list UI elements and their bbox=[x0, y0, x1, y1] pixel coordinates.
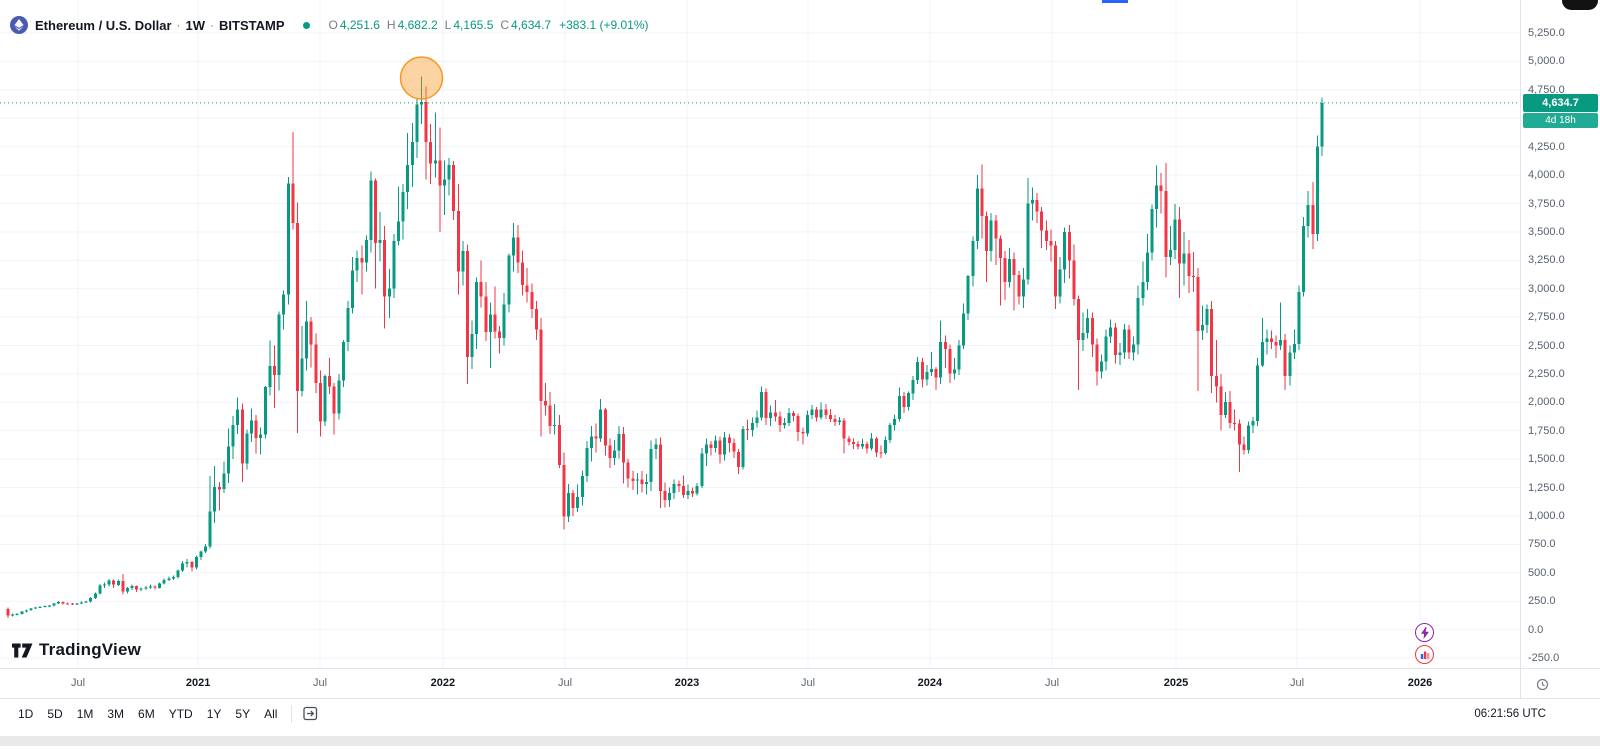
price-tick-label: 1,750.0 bbox=[1528, 424, 1565, 437]
time-axis[interactable]: Jul 2021 Jul 2022 Jul 2023 Jul 2024 Jul 2025 Jul 20… bbox=[0, 668, 1600, 699]
time-axis-label-jul: Jul bbox=[1289, 677, 1305, 689]
ohlc-readout: O 4,251.6 H 4,682.2 L 4,165.5 C 4,634.7 +383… bbox=[322, 18, 649, 32]
range-button-1d[interactable]: 1D bbox=[18, 706, 34, 721]
price-tick-label: 2,500.0 bbox=[1528, 339, 1565, 352]
utc-clock[interactable]: 06:21:56 UTC bbox=[1474, 707, 1546, 720]
bottom-scrollbar[interactable] bbox=[0, 736, 1600, 746]
time-axis-label-2024: 2024 bbox=[917, 677, 943, 689]
change-value: +383.1 (+9.01%) bbox=[559, 18, 649, 32]
time-axis-label-2021: 2021 bbox=[185, 677, 211, 689]
price-tick-label: 1,500.0 bbox=[1528, 453, 1565, 466]
bar-stats-icon bbox=[1420, 651, 1429, 659]
interval-label[interactable]: 1W bbox=[185, 17, 206, 33]
window-control-pill[interactable] bbox=[1562, 0, 1598, 10]
candlestick-chart[interactable] bbox=[0, 0, 1520, 668]
price-tick-label: 5,000.0 bbox=[1528, 55, 1565, 68]
time-axis-label-jul: Jul bbox=[800, 677, 816, 689]
open-label: O bbox=[328, 18, 338, 32]
range-button-group: 1D 5D 1M 3M 6M YTD 1Y 5Y All bbox=[12, 705, 283, 723]
time-axis-label-2026: 2026 bbox=[1407, 677, 1433, 689]
low-value: 4,165.5 bbox=[453, 18, 494, 32]
cropped-link-fragment bbox=[1102, 0, 1128, 3]
time-axis-label-jul: Jul bbox=[70, 677, 86, 689]
time-axis-label-2023: 2023 bbox=[674, 677, 700, 689]
price-tick-label: 3,000.0 bbox=[1528, 282, 1565, 295]
price-tick-label: -250.0 bbox=[1528, 652, 1560, 664]
price-tick-label: 750.0 bbox=[1528, 538, 1556, 551]
close-value: 4,634.7 bbox=[511, 18, 552, 32]
tradingview-mark-icon bbox=[12, 643, 33, 657]
open-value: 4,251.6 bbox=[339, 18, 380, 32]
price-tick-label: 3,750.0 bbox=[1528, 197, 1565, 210]
low-label: L bbox=[444, 18, 452, 32]
price-tick-label: 4,000.0 bbox=[1528, 169, 1565, 181]
time-axis-label-jul: Jul bbox=[312, 677, 328, 689]
time-axis-label-jul: Jul bbox=[1044, 677, 1060, 689]
lightning-icon bbox=[1420, 626, 1429, 639]
range-button-all[interactable]: All bbox=[264, 706, 278, 721]
exchange-label[interactable]: BITSTAMP bbox=[219, 17, 285, 33]
high-value: 4,682.2 bbox=[397, 18, 438, 32]
price-tick-label: 0.0 bbox=[1528, 623, 1544, 636]
range-button-3m[interactable]: 3M bbox=[107, 706, 125, 721]
price-tick-label: 1,250.0 bbox=[1528, 481, 1565, 494]
price-tick-label: 2,000.0 bbox=[1528, 396, 1565, 409]
ethereum-logo-icon[interactable] bbox=[10, 16, 28, 34]
go-to-date-icon bbox=[303, 706, 318, 721]
timezone-corner-button[interactable] bbox=[1520, 669, 1600, 699]
time-axis-label-jul: Jul bbox=[557, 677, 573, 689]
range-button-1m[interactable]: 1M bbox=[76, 706, 94, 721]
bar-countdown-badge: 4d 18h bbox=[1523, 112, 1598, 128]
ath-circle-annotation[interactable] bbox=[399, 56, 444, 100]
price-tick-label: 4,250.0 bbox=[1528, 140, 1565, 153]
clock-icon bbox=[1536, 678, 1549, 690]
toolbar-divider bbox=[291, 704, 293, 723]
bar-countdown-value: 4d 18h bbox=[1545, 114, 1576, 126]
price-tick-label: 4,750.0 bbox=[1528, 83, 1565, 96]
high-label: H bbox=[386, 18, 396, 32]
current-price-value: 4,634.7 bbox=[1542, 96, 1579, 109]
price-tick-label: 250.0 bbox=[1528, 595, 1556, 608]
price-tick-label: 1,000.0 bbox=[1528, 510, 1565, 522]
time-axis-label-2025: 2025 bbox=[1163, 677, 1189, 689]
eth-diamond-glyph bbox=[14, 19, 24, 31]
tradingview-logo[interactable]: TradingView bbox=[12, 640, 141, 660]
time-axis-label-2022: 2022 bbox=[430, 677, 456, 689]
chart-pane[interactable]: Ethereum / U.S. Dollar · 1W · BITSTAMP O… bbox=[0, 0, 1520, 668]
close-label: C bbox=[500, 18, 510, 32]
range-button-6m[interactable]: 6M bbox=[138, 706, 155, 721]
go-to-date-button[interactable] bbox=[300, 703, 321, 724]
symbol-title[interactable]: Ethereum / U.S. Dollar bbox=[35, 17, 172, 33]
separator: · bbox=[210, 18, 215, 32]
flash-ideas-button[interactable] bbox=[1415, 623, 1434, 642]
price-tick-label: 500.0 bbox=[1528, 566, 1556, 579]
price-tick-label: 5,250.0 bbox=[1528, 27, 1565, 39]
price-tick-label: 2,750.0 bbox=[1528, 311, 1565, 324]
symbol-legend: Ethereum / U.S. Dollar · 1W · BITSTAMP O… bbox=[10, 15, 649, 35]
price-axis[interactable]: 5,250.05,000.04,750.04,500.04,250.04,000… bbox=[1520, 0, 1600, 668]
market-status-dot[interactable] bbox=[302, 21, 310, 29]
price-tick-label: 3,500.0 bbox=[1528, 225, 1565, 238]
bottom-toolbar: 1D 5D 1M 3M 6M YTD 1Y 5Y All 06:21:56 UTC bbox=[0, 698, 1600, 728]
range-button-5y[interactable]: 5Y bbox=[235, 706, 251, 721]
current-price-badge: 4,634.7 bbox=[1523, 93, 1598, 112]
separator: · bbox=[176, 18, 181, 32]
range-button-5d[interactable]: 5D bbox=[47, 706, 63, 721]
price-tick-label: 2,250.0 bbox=[1528, 367, 1565, 380]
range-button-ytd[interactable]: YTD bbox=[168, 706, 193, 721]
stats-button[interactable] bbox=[1415, 645, 1434, 664]
floating-icon-stack bbox=[1415, 623, 1434, 664]
tradingview-logo-text: TradingView bbox=[39, 640, 142, 659]
price-tick-label: 3,250.0 bbox=[1528, 254, 1565, 267]
range-button-1y[interactable]: 1Y bbox=[206, 706, 222, 721]
